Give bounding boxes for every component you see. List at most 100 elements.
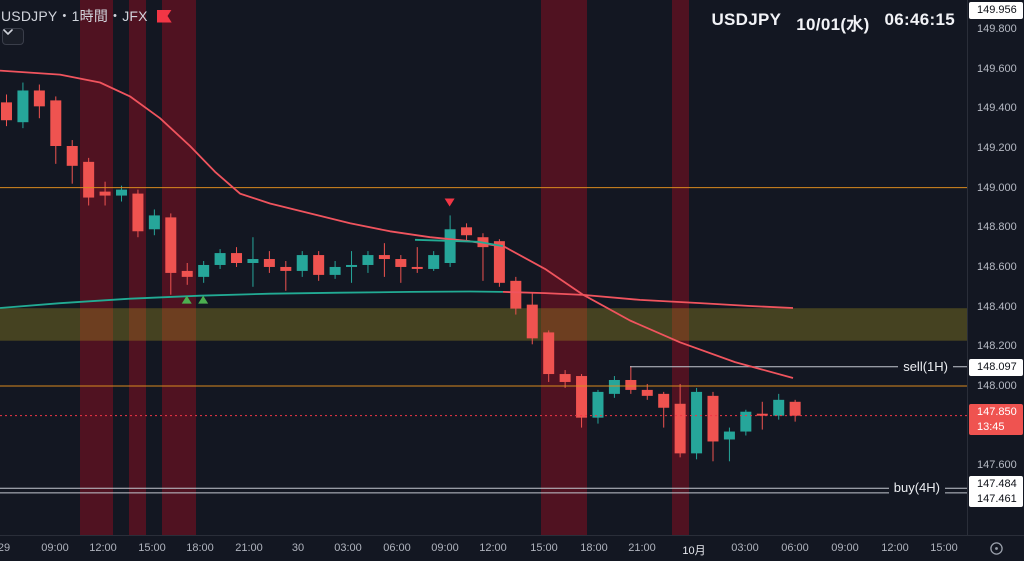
price-axis-label: 147.600 (977, 459, 1017, 472)
symbol-legend[interactable]: USDJPY・1時間・JFX (1, 6, 172, 26)
candle-up (740, 411, 752, 432)
candle-down (165, 217, 177, 273)
buy-signal-marker (198, 295, 209, 304)
time-axis-label: 06:00 (383, 542, 411, 554)
red-flag-icon[interactable] (156, 9, 172, 23)
time-axis-label: 09:00 (831, 542, 859, 554)
candle-down (510, 280, 522, 309)
clock-symbol: USDJPY (711, 10, 782, 29)
ma-red-fast (0, 69, 794, 379)
sell-line-label[interactable]: sell(1H) (898, 357, 953, 375)
symbol-title: USDJPY・1時間・JFX (1, 8, 148, 24)
session-highlight-band (541, 0, 587, 535)
price-axis-label: 148.000 (977, 379, 1017, 392)
time-axis-label: 09:00 (431, 542, 459, 554)
candle-down (526, 304, 538, 339)
candle-up (116, 189, 128, 196)
candle-down (707, 395, 719, 442)
candle-down (658, 393, 670, 408)
candle-down (543, 332, 555, 375)
time-axis-label: 29 (0, 542, 11, 554)
candle-up (428, 255, 440, 269)
session-highlight-band (129, 0, 146, 535)
candle-down (411, 266, 423, 269)
ma-red-slow (502, 291, 794, 309)
candle-up (362, 255, 374, 265)
price-axis-label: 148.400 (977, 300, 1017, 313)
price-badge: 148.097 (969, 358, 1023, 376)
candle-down (99, 191, 111, 196)
clock-date: 10/01(水) (796, 15, 870, 34)
sell-signal-marker (444, 198, 455, 207)
candle-down (674, 403, 686, 454)
axis-settings-button[interactable] (985, 539, 1007, 557)
clock-overlay: USDJPY 10/01(水) 06:46:15 (711, 10, 955, 35)
candle-down (641, 389, 653, 396)
candle-up (247, 259, 259, 263)
candlestick-chart[interactable] (0, 0, 967, 535)
chevron-down-icon (3, 29, 13, 35)
candle-up (691, 391, 703, 454)
time-axis-label: 21:00 (235, 542, 263, 554)
candle-up (198, 264, 210, 277)
candle-down (33, 90, 45, 107)
price-axis[interactable]: 149.800 149.600 149.400 149.200 149.000 148.8… (967, 0, 1024, 535)
time-axis-label: 18:00 (186, 542, 214, 554)
candle-down (576, 376, 588, 418)
candle-down (789, 401, 801, 416)
price-axis-label: 149.200 (977, 141, 1017, 154)
candle-down (461, 227, 473, 236)
candle-up (148, 215, 160, 230)
time-axis-label: 15:00 (530, 542, 558, 554)
price-axis-label: 149.800 (977, 23, 1017, 35)
candle-up (723, 431, 735, 440)
time-axis-label: 12:00 (479, 542, 507, 554)
candle-up (346, 264, 358, 267)
price-axis-label: 149.600 (977, 62, 1017, 75)
candle-down (493, 241, 505, 283)
session-highlight-band (672, 0, 689, 535)
candle-down (50, 100, 62, 146)
time-axis-label: 18:00 (580, 542, 608, 554)
time-axis-label: 03:00 (334, 542, 362, 554)
ma-green-long (0, 290, 504, 309)
candle-down (132, 193, 144, 232)
candle-down (66, 145, 78, 166)
price-axis-label: 148.600 (977, 260, 1017, 273)
chart-plot-area[interactable]: USDJPY・1時間・JFX USDJPY 10/01(水) 06:46:15 … (0, 0, 967, 535)
session-highlight-band (80, 0, 113, 535)
candle-up (592, 391, 604, 418)
candle-down (231, 253, 243, 263)
price-badge: 149.956 (969, 2, 1023, 19)
candle-down (181, 270, 193, 277)
candle-up (214, 253, 226, 265)
buy-signal-marker (181, 295, 192, 304)
time-axis-label: 15:00 (138, 542, 166, 554)
time-axis-label: 15:00 (930, 542, 958, 554)
buy-line-label[interactable]: buy(4H) (888, 479, 945, 497)
price-badge: 147.850 13:45 (969, 403, 1023, 435)
candle-up (608, 379, 620, 394)
candle-down (559, 374, 571, 382)
candle-up (17, 90, 29, 123)
candle-down (263, 259, 275, 267)
ma-green-short (414, 238, 504, 247)
candle-down (83, 161, 95, 198)
time-axis-label: 10月 (682, 545, 706, 557)
time-axis[interactable]: 29 09:00 12:00 15:00 18:00 21:00 30 03:00 06:00 0… (0, 535, 1024, 561)
time-axis-label: 09:00 (41, 542, 69, 554)
legend-collapse-button[interactable] (2, 28, 24, 45)
candle-down (756, 413, 768, 416)
price-axis-label: 149.000 (977, 181, 1017, 194)
price-zone-band (0, 308, 967, 341)
time-axis-label: 06:00 (781, 542, 809, 554)
candle-down (625, 379, 637, 390)
time-axis-label: 30 (291, 542, 305, 554)
candle-down (395, 259, 407, 267)
clock-gear-icon (989, 541, 1003, 555)
candle-up (296, 255, 308, 271)
price-axis-label: 149.400 (977, 102, 1017, 115)
time-axis-label: 21:00 (628, 542, 656, 554)
price-badge: 147.484 147.461 (969, 476, 1023, 508)
